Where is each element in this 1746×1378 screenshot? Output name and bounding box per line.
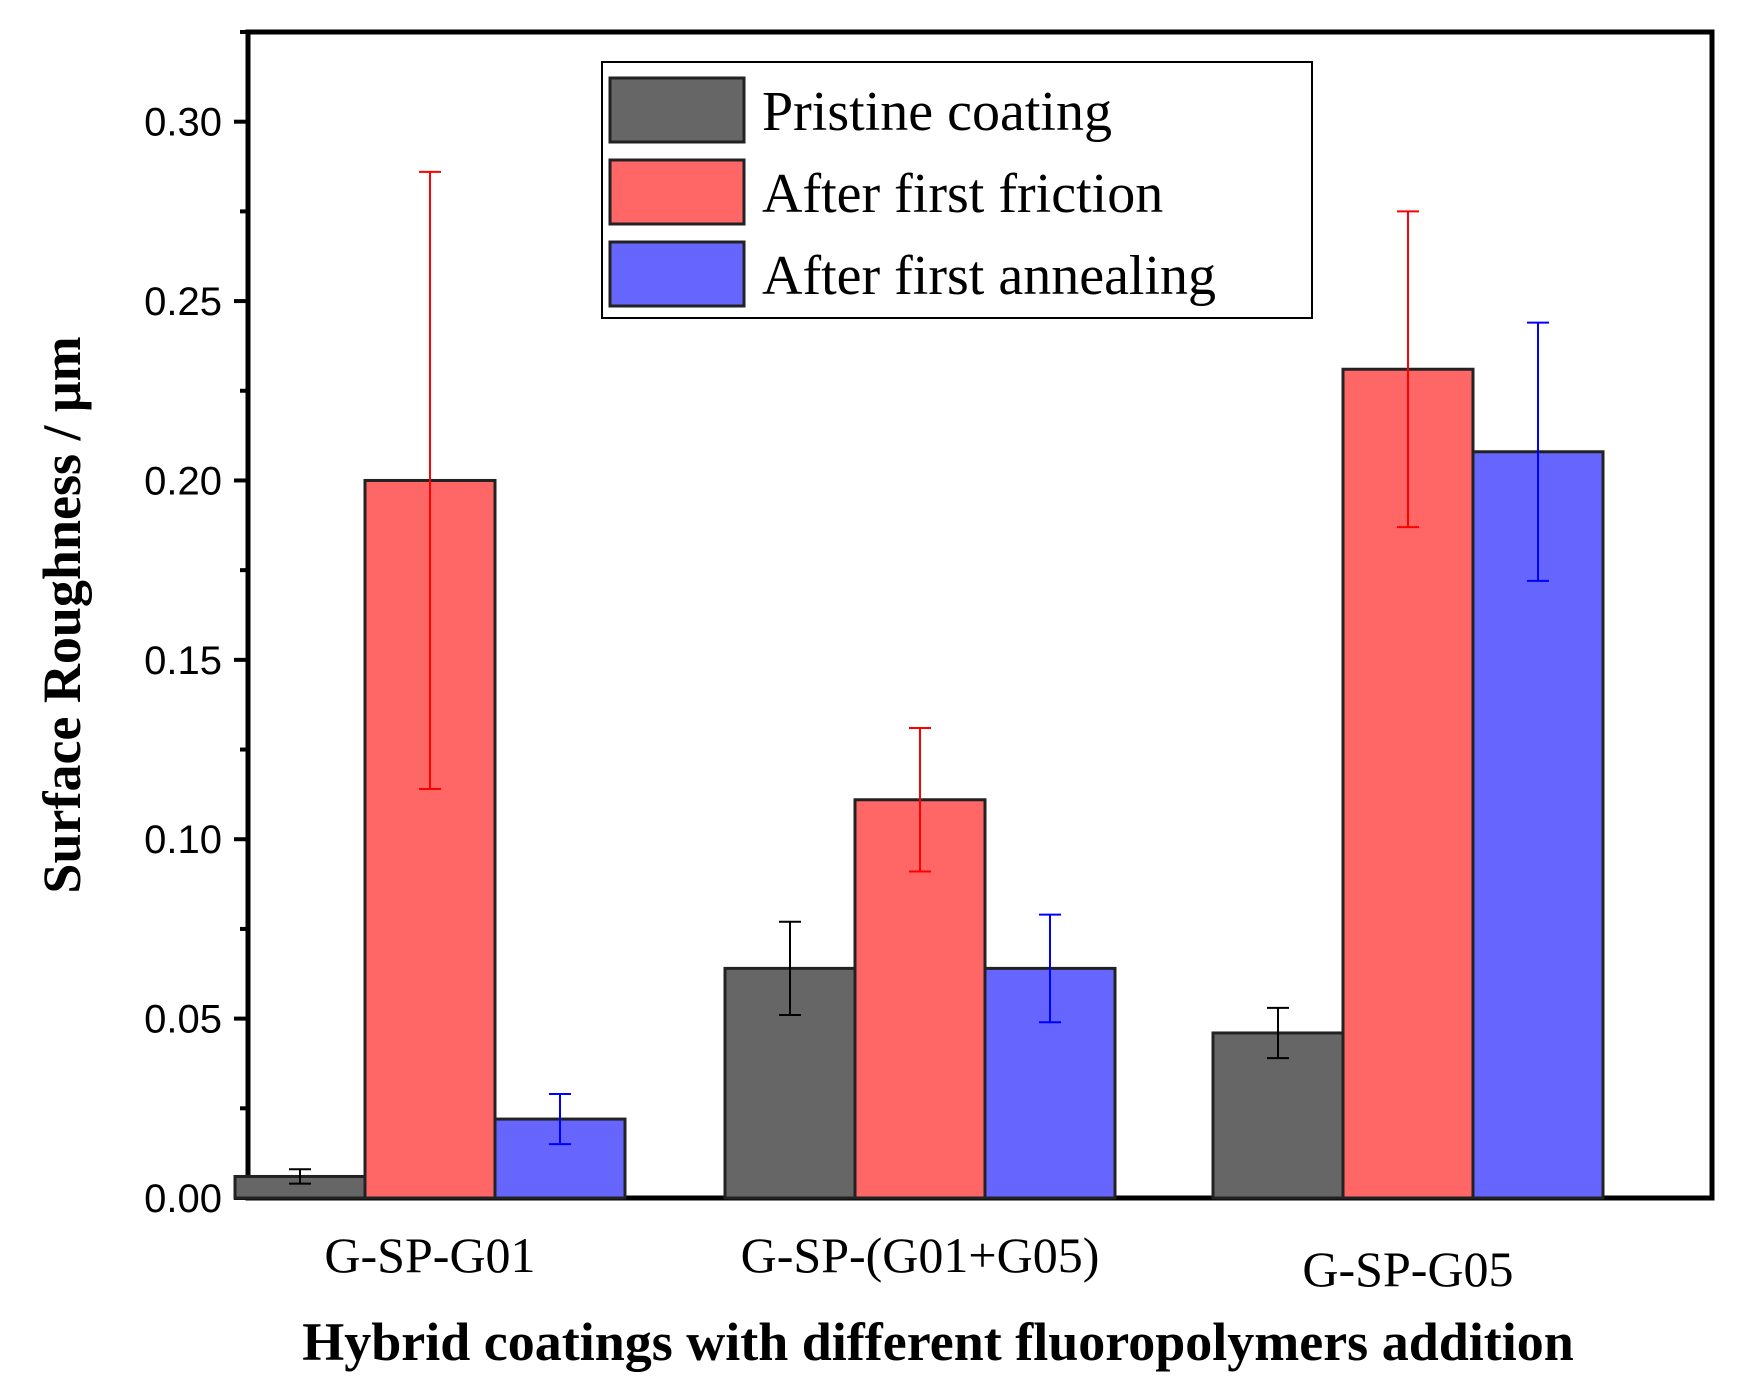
y-tick-label: 0.30 [144,101,222,145]
error-bar [1267,1006,1289,1060]
x-tick-label: G-SP-(G01+G05) [741,1227,1100,1283]
legend-entry-label: After first annealing [762,245,1216,307]
x-tick-label: G-SP-G01 [324,1227,535,1283]
error-bar [1527,321,1549,582]
y-tick-label: 0.05 [144,998,222,1042]
error-bar [419,170,441,791]
error-bar [909,727,931,873]
y-tick-label: 0.00 [144,1177,222,1221]
x-axis-title: Hybrid coatings with different fluoropol… [302,1312,1574,1372]
bar-pristine-coating-3 [1211,1031,1345,1200]
y-tick-label: 0.25 [144,280,222,324]
x-axis-tick-labels: G-SP-G01 G-SP-(G01+G05) G-SP-G05 [324,1227,1513,1297]
error-bar [779,920,801,1017]
y-axis-title: Surface Roughness / μm [32,336,92,893]
error-bar [289,1168,311,1185]
y-tick-label: 0.10 [144,818,222,862]
error-bar [549,1092,571,1146]
x-tick-label: G-SP-G05 [1302,1241,1513,1297]
y-axis-ticks: 0.00 0.05 0.10 0.15 0.20 0.25 0.30 [144,30,248,1221]
legend-swatch [608,76,746,144]
legend-entry-label: After first friction [762,163,1163,225]
y-tick-label: 0.20 [144,459,222,503]
error-bar [1397,210,1419,529]
error-bar [1039,913,1061,1024]
y-tick-label: 0.15 [144,639,222,683]
legend-swatch [608,240,746,308]
bars [233,367,1605,1200]
legend: Pristine coating After first friction Afte… [601,61,1313,319]
error-bars [289,170,1549,1185]
legend-entry-label: Pristine coating [762,81,1112,143]
legend-swatch [608,158,746,226]
